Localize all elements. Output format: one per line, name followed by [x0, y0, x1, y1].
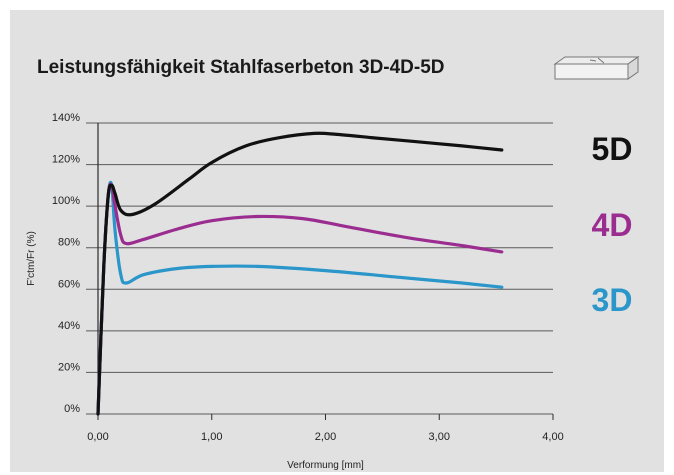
legend-label-3d: 3D	[592, 282, 633, 318]
y-tick-label: 140%	[52, 112, 80, 124]
y-tick-label: 80%	[58, 237, 80, 249]
axes-layer	[97, 123, 554, 420]
chart-title: Leistungsfähigkeit Stahlfaserbeton 3D-4D…	[37, 57, 445, 78]
y-tick-label: 100%	[52, 195, 80, 207]
y-tick-label: 20%	[58, 361, 80, 373]
grid-layer	[86, 122, 553, 415]
labels-layer: 0% 20% 40% 60% 80% 100% 120% 140% 0,00 1,00 2,00 3,…	[26, 112, 632, 471]
x-tick-label: 3,00	[429, 431, 450, 443]
x-tick-label: 2,00	[315, 431, 336, 443]
x-tick-label: 1,00	[201, 431, 222, 443]
legend-label-5d: 5D	[592, 131, 633, 167]
beam-icon	[553, 56, 640, 80]
y-tick-label: 40%	[58, 320, 80, 332]
y-axis-label: F'ctm/Fr (%)	[26, 231, 37, 286]
y-tick-label: 120%	[52, 154, 80, 166]
series-line-4d	[96, 182, 504, 416]
series-layer	[96, 131, 504, 416]
series-line-5d	[96, 131, 504, 416]
chart-panel	[10, 10, 664, 472]
legend-label-4d: 4D	[592, 207, 633, 243]
x-tick-label: 4,00	[542, 431, 563, 443]
x-axis-label: Verformung [mm]	[287, 460, 364, 471]
y-tick-label: 0%	[64, 403, 80, 415]
y-tick-label: 60%	[58, 278, 80, 290]
x-tick-label: 0,00	[87, 431, 108, 443]
